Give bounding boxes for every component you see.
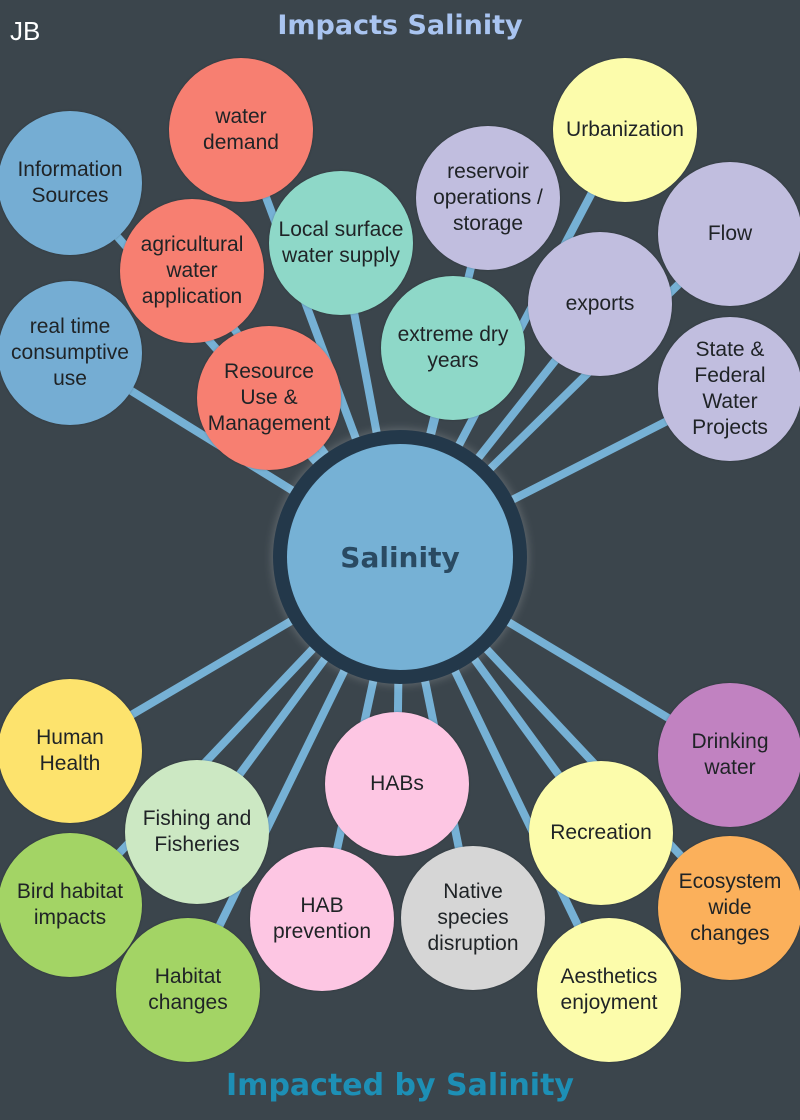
bubble-label: Human Health: [36, 726, 104, 775]
bubble-bird-habitat-impacts[interactable]: Bird habitat impacts: [0, 833, 142, 977]
bubble-label: Native species disruption: [427, 880, 519, 955]
bubble-agricultural-water-application[interactable]: agricultural water application: [120, 199, 264, 343]
bubble-aesthetics-enjoyment[interactable]: Aesthetics enjoyment: [537, 918, 681, 1062]
bubble-label: Bird habitat impacts: [16, 880, 124, 929]
bubble-extreme-dry-years[interactable]: extreme dry years: [381, 276, 525, 420]
bubble-label: exports: [565, 292, 635, 315]
bubble-reservoir-operations-storage[interactable]: reservoir operations / storage: [416, 126, 560, 270]
bubble-label: Fishing and Fisheries: [142, 807, 252, 856]
bubble-drinking-water[interactable]: Drinking water: [658, 683, 800, 827]
center-label: Salinity: [287, 444, 513, 670]
center-hub[interactable]: Salinity: [273, 430, 527, 684]
bubble-resource-use-management[interactable]: Resource Use & Management: [197, 326, 341, 470]
bubble-ecosystem-wide-changes[interactable]: Ecosystem wide changes: [658, 836, 800, 980]
bubble-label: HABs: [370, 772, 424, 795]
bubble-exports[interactable]: exports: [528, 232, 672, 376]
bubble-label: Local surface water supply: [278, 218, 404, 267]
bubble-label: Flow: [707, 222, 753, 245]
bubble-label: agricultural water application: [140, 233, 244, 308]
bubble-label: Recreation: [550, 821, 652, 844]
bubble-hab-prevention[interactable]: HAB prevention: [250, 847, 394, 991]
bubble-local-surface-water-supply[interactable]: Local surface water supply: [269, 171, 413, 315]
bubble-label: reservoir operations / storage: [433, 160, 543, 235]
bubble-recreation[interactable]: Recreation: [529, 761, 673, 905]
author-initials: JB: [10, 16, 41, 46]
bubble-label: Information Sources: [17, 158, 123, 207]
bubble-information-sources[interactable]: Information Sources: [0, 111, 142, 255]
bubble-real-time-consumptive-use[interactable]: real time consumptive use: [0, 281, 142, 425]
bubble-urbanization[interactable]: Urbanization: [553, 58, 697, 202]
bubble-label: Resource Use & Management: [207, 360, 331, 435]
bubble-human-health[interactable]: Human Health: [0, 679, 142, 823]
bubble-label: Ecosystem wide changes: [678, 870, 782, 945]
bubble-label: Drinking water: [691, 730, 769, 779]
bubble-label: HAB prevention: [272, 894, 372, 943]
bubble-label: Habitat changes: [148, 965, 228, 1014]
bubble-native-species-disruption[interactable]: Native species disruption: [401, 846, 545, 990]
bubble-habitat-changes[interactable]: Habitat changes: [116, 918, 260, 1062]
bubble-label: Aesthetics enjoyment: [560, 965, 658, 1014]
bubble-water-demand[interactable]: water demand: [169, 58, 313, 202]
impacts-title: Impacts Salinity: [277, 10, 523, 41]
bubble-label: Urbanization: [566, 118, 684, 141]
bubble-flow[interactable]: Flow: [658, 162, 800, 306]
bubble-label: State & Federal Water Projects: [692, 338, 768, 439]
bubble-label: real time consumptive use: [11, 315, 129, 390]
impacted-title: Impacted by Salinity: [226, 1068, 574, 1103]
bubble-label: water demand: [203, 105, 279, 154]
bubble-state-federal-water-projects[interactable]: State & Federal Water Projects: [658, 317, 800, 461]
bubble-habs[interactable]: HABs: [325, 712, 469, 856]
bubble-fishing-and-fisheries[interactable]: Fishing and Fisheries: [125, 760, 269, 904]
bubble-label: extreme dry years: [397, 323, 509, 372]
